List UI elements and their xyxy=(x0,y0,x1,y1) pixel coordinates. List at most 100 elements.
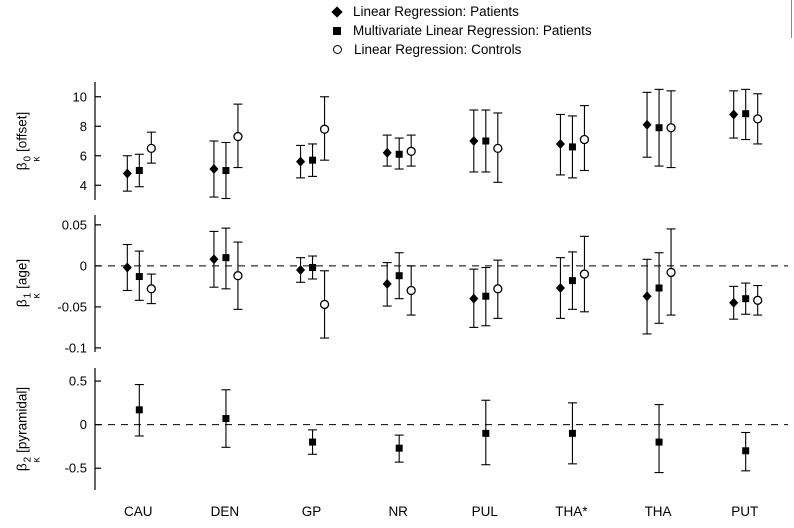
beta-subscript: κ xyxy=(31,457,43,463)
diamond-marker xyxy=(209,164,219,175)
square-marker xyxy=(395,272,403,280)
square-marker xyxy=(482,137,490,145)
circle-marker xyxy=(579,134,590,145)
legend-box-edge xyxy=(791,0,792,38)
y-axis-unit: [offset] xyxy=(14,111,30,152)
square-marker xyxy=(135,167,143,174)
square-marker xyxy=(395,150,403,158)
y-tick-label: 0.5 xyxy=(69,374,87,389)
diamond-marker xyxy=(382,147,392,158)
circle-marker xyxy=(753,114,763,124)
square-marker xyxy=(135,273,143,281)
legend-label: Multivariate Linear Regression: Patients xyxy=(353,23,592,38)
square-marker xyxy=(568,429,576,437)
square-marker xyxy=(568,143,576,151)
circle-marker xyxy=(753,295,763,305)
y-axis-title-pyramidal: β 2 κ [pyramidal] xyxy=(14,386,43,472)
y-tick-label: -0.5 xyxy=(65,461,87,476)
legend-label: Linear Regression: Patients xyxy=(353,4,519,19)
legend-label: Linear Regression: Controls xyxy=(354,42,522,57)
x-category-label: CAU xyxy=(124,504,153,519)
square-marker xyxy=(482,292,490,300)
circle-marker xyxy=(666,123,676,133)
y-tick-label: -0.05 xyxy=(57,299,87,314)
square-marker-icon xyxy=(333,26,341,35)
y-axis-title-offset: β 0 κ [offset] xyxy=(14,111,43,171)
circle-marker xyxy=(319,124,330,134)
x-category-label: PUT xyxy=(731,504,758,519)
diamond-marker xyxy=(122,168,132,179)
x-category-label: THA xyxy=(645,504,672,519)
square-marker xyxy=(309,264,317,272)
beta-subscript: κ xyxy=(31,293,43,299)
legend-item-controls-lr: Linear Regression: Controls xyxy=(333,41,592,58)
beta-subscript: κ xyxy=(31,156,43,162)
x-category-label: PUL xyxy=(472,504,499,519)
diamond-marker xyxy=(296,264,306,275)
square-marker xyxy=(395,444,403,452)
legend-item-patients-mlr: Multivariate Linear Regression: Patients xyxy=(333,22,592,39)
diamond-marker xyxy=(469,293,479,304)
diamond-marker xyxy=(729,297,739,308)
diamond-marker xyxy=(209,254,219,265)
circle-marker xyxy=(233,131,243,142)
diamond-marker xyxy=(296,156,306,167)
y-axis-title-age: β 1 κ [age] xyxy=(14,258,43,308)
legend: Linear Regression: Patients Multivariate… xyxy=(331,3,592,58)
beta-symbol: β xyxy=(14,463,30,472)
y-tick-label: -0.1 xyxy=(65,340,87,355)
diamond-marker xyxy=(642,291,652,302)
diamond-marker xyxy=(555,283,565,294)
circle-marker xyxy=(319,299,330,310)
diamond-marker xyxy=(729,109,739,120)
square-marker xyxy=(222,254,230,262)
square-marker xyxy=(568,277,576,285)
diamond-marker xyxy=(555,138,565,149)
y-tick-label: 0 xyxy=(80,258,87,273)
diamond-marker xyxy=(122,262,132,273)
y-axis-unit: [pyramidal] xyxy=(14,386,30,453)
x-category-label: DEN xyxy=(211,504,240,519)
circle-marker xyxy=(146,143,156,154)
circle-marker xyxy=(493,284,503,294)
square-marker xyxy=(222,167,230,174)
diamond-marker xyxy=(382,278,392,289)
circle-marker xyxy=(233,271,243,281)
square-marker xyxy=(482,429,490,437)
circle-marker xyxy=(406,146,416,156)
diamond-marker-icon xyxy=(331,5,343,18)
y-tick-label: 0 xyxy=(80,417,87,432)
square-marker xyxy=(309,438,317,446)
beta-symbol: β xyxy=(14,299,30,308)
diamond-marker xyxy=(469,136,479,146)
circle-marker xyxy=(146,284,156,294)
circle-marker xyxy=(666,267,676,278)
square-marker xyxy=(309,156,317,164)
square-marker xyxy=(222,415,230,423)
square-marker xyxy=(742,447,750,455)
y-tick-label: 8 xyxy=(80,119,87,134)
square-marker xyxy=(655,124,663,132)
y-tick-label: 0.05 xyxy=(62,217,87,232)
circle-marker-icon xyxy=(333,45,342,54)
y-tick-label: 4 xyxy=(80,178,87,193)
y-tick-label: 6 xyxy=(80,148,87,163)
x-category-label: GP xyxy=(302,504,322,519)
circle-marker xyxy=(493,143,503,154)
circle-marker xyxy=(579,269,590,279)
legend-item-patients-lr: Linear Regression: Patients xyxy=(331,3,592,20)
square-marker xyxy=(655,284,663,292)
y-tick-label: 10 xyxy=(73,89,87,104)
y-axis-unit: [age] xyxy=(14,258,30,289)
x-category-label: NR xyxy=(388,504,408,519)
diamond-marker xyxy=(642,119,652,130)
square-marker xyxy=(742,295,750,303)
square-marker xyxy=(135,406,143,414)
beta-symbol: β xyxy=(14,162,30,171)
square-marker xyxy=(742,110,750,118)
